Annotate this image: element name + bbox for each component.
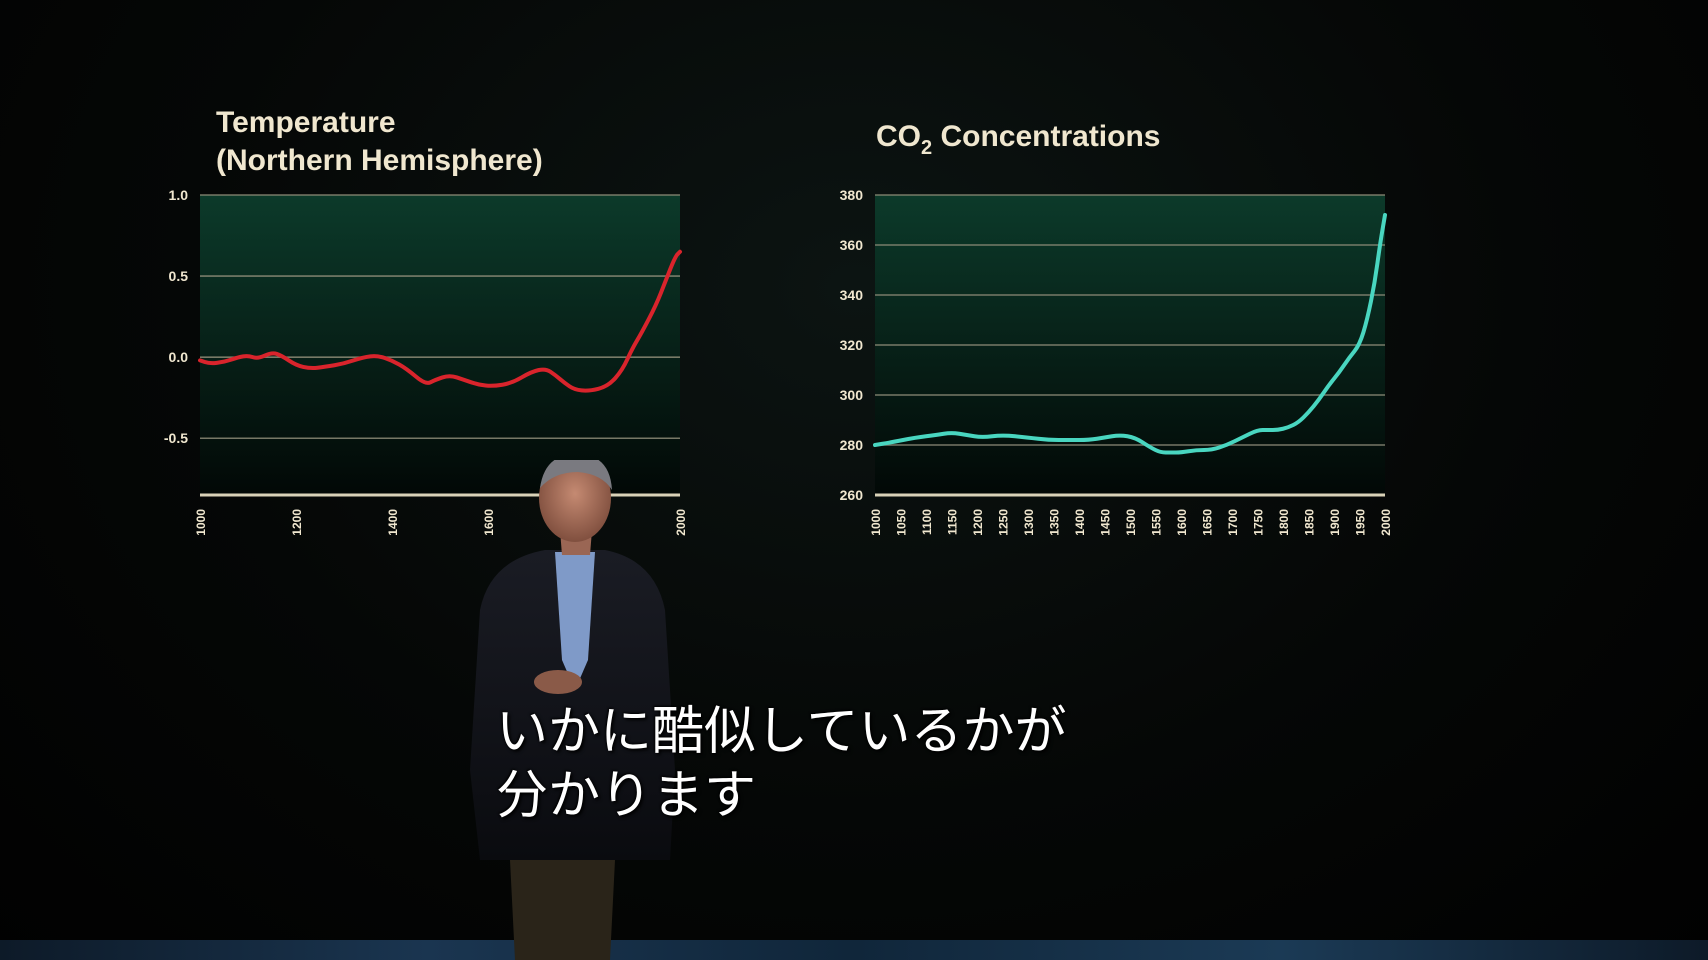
co2-x-tick: 1950 xyxy=(1354,509,1368,536)
co2-y-tick: 360 xyxy=(840,237,864,253)
co2-title-main: CO xyxy=(876,120,921,153)
co2-x-tick: 1100 xyxy=(920,509,934,535)
co2-x-tick: 1800 xyxy=(1277,509,1291,536)
temperature-y-tick: -0.5 xyxy=(164,430,188,446)
co2-x-tick: 1700 xyxy=(1226,509,1240,536)
co2-chart-title: CO2 Concentrations xyxy=(876,118,1160,159)
speaker-jacket xyxy=(470,550,675,860)
co2-x-tick: 2000 xyxy=(1379,509,1393,536)
co2-chart: 380 360 340 320 300 280 260 1000 1050 1100 1150 120… xyxy=(840,187,1393,536)
co2-y-tick: 380 xyxy=(840,187,864,203)
temperature-x-tick: 1200 xyxy=(290,509,304,536)
temperature-x-tick: 1000 xyxy=(194,509,208,536)
temperature-x-tick: 1400 xyxy=(386,509,400,536)
subtitle-line-2: 分かります xyxy=(496,766,757,826)
temperature-y-tick: 0.5 xyxy=(169,268,189,284)
temperature-plot-area xyxy=(200,195,680,495)
temperature-y-tick: 0.0 xyxy=(169,349,189,365)
co2-title-rest: Concentrations xyxy=(932,120,1161,153)
co2-y-tick: 280 xyxy=(840,437,864,453)
co2-y-tick: 320 xyxy=(840,337,864,353)
temperature-series-line xyxy=(198,249,682,393)
temperature-title-line-1: Temperature xyxy=(216,106,396,139)
co2-x-tick: 1600 xyxy=(1175,509,1189,536)
temperature-y-tick: 1.0 xyxy=(169,187,189,203)
subtitle-line-1: いかに酷似しているかが xyxy=(496,702,1067,762)
speaker-legs xyxy=(510,860,615,960)
co2-x-tick: 1450 xyxy=(1099,509,1113,536)
co2-y-tick: 340 xyxy=(840,287,864,303)
subtitle-caption: いかに酷似しているかが 分かります xyxy=(496,700,1066,828)
co2-x-tick: 1750 xyxy=(1252,509,1266,536)
speaker-hair xyxy=(540,460,612,490)
co2-x-tick: 1550 xyxy=(1150,509,1164,536)
slide-title-partial xyxy=(180,0,1180,18)
speaker-shirt xyxy=(555,552,595,690)
co2-y-tick: 300 xyxy=(840,387,864,403)
co2-x-tick: 1050 xyxy=(895,509,909,536)
co2-series-line xyxy=(873,213,1387,455)
temperature-chart-title: Temperature (Northern Hemisphere) xyxy=(216,104,543,180)
co2-x-tick: 1900 xyxy=(1328,509,1342,536)
co2-y-tick: 260 xyxy=(840,487,864,503)
speaker-hands xyxy=(534,670,582,694)
co2-x-tick: 1650 xyxy=(1201,509,1215,536)
temperature-title-line-2: (Northern Hemisphere) xyxy=(216,144,543,177)
co2-x-tick: 1250 xyxy=(997,509,1011,536)
co2-title-subscript: 2 xyxy=(921,137,933,159)
co2-x-tick: 1300 xyxy=(1022,509,1036,536)
temperature-chart: 1.0 0.5 0.0 -0.5 1000 1200 1400 1600 2000 xyxy=(164,187,688,536)
co2-x-tick: 1350 xyxy=(1048,509,1062,536)
temperature-x-tick: 1600 xyxy=(482,509,496,536)
co2-x-tick: 1500 xyxy=(1124,509,1138,536)
co2-x-tick: 1000 xyxy=(869,509,883,536)
co2-x-tick: 1150 xyxy=(946,509,960,535)
stage-floor xyxy=(0,940,1708,960)
speaker-figure xyxy=(470,460,675,960)
co2-x-tick: 1850 xyxy=(1303,509,1317,536)
speaker-head xyxy=(539,460,611,542)
co2-x-tick: 1400 xyxy=(1073,509,1087,536)
co2-x-tick: 1200 xyxy=(971,509,985,536)
temperature-x-tick: 2000 xyxy=(674,509,688,536)
